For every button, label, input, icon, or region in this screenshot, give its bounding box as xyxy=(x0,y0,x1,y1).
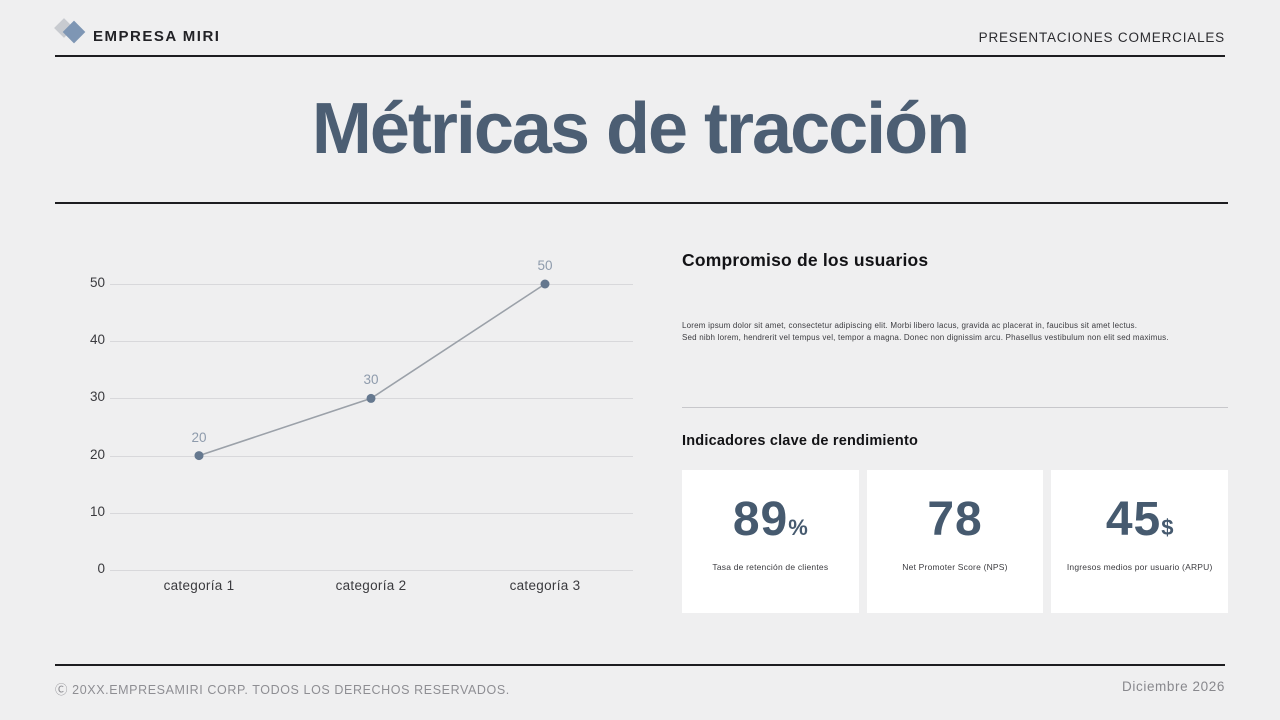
traction-line-chart: 0 10 20 30 40 50 20 30 50 categoría 1 categoría 2 c… xyxy=(85,250,645,605)
chart-gridline xyxy=(110,284,633,285)
kpi-number: 89 xyxy=(732,493,789,546)
line-path xyxy=(198,283,546,457)
y-axis-tick-label: 20 xyxy=(89,446,105,462)
company-logo-icon xyxy=(54,18,89,45)
panel-divider xyxy=(682,407,1228,408)
kpi-number: 78 xyxy=(927,493,983,546)
engagement-body: Lorem ipsum dolor sit amet, consectetur … xyxy=(682,320,1228,343)
kpi-cards: 89% Tasa de retención de clientes 78 Net… xyxy=(682,470,1229,613)
kpi-number: 45 xyxy=(1105,493,1162,546)
y-axis-tick-label: 40 xyxy=(89,332,105,348)
kpi-card-arpu: 45$ Ingresos medios por usuario (ARPU) xyxy=(1051,470,1229,613)
engagement-body-line2: Sed nibh lorem, hendrerit vel tempus vel… xyxy=(682,332,1169,342)
header: EMPRESA MIRI PRESENTACIONES COMERCIALES xyxy=(54,0,1225,57)
kpi-suffix: $ xyxy=(1161,515,1174,540)
kpi-label: Tasa de retención de clientes xyxy=(712,562,829,572)
kpi-heading: Indicadores clave de rendimiento xyxy=(682,433,919,449)
chart-gridline xyxy=(110,570,633,571)
right-panel: Compromiso de los usuarios Lorem ipsum d… xyxy=(682,240,1229,620)
copyright-text: Ⓒ 20XX.EMPRESAMIRI CORP. TODOS LOS DEREC… xyxy=(55,683,510,697)
data-point-label: 50 xyxy=(537,258,553,273)
brand-name: EMPRESA MIRI xyxy=(93,28,221,45)
y-axis-tick-label: 30 xyxy=(89,389,105,405)
chart-gridline xyxy=(110,512,633,514)
y-axis-tick-label: 50 xyxy=(89,275,105,290)
kpi-value: 89% xyxy=(682,496,859,544)
chart-gridline xyxy=(110,455,633,457)
kpi-card-retention: 89% Tasa de retención de clientes xyxy=(682,470,859,613)
data-point xyxy=(366,393,376,403)
data-point-label: 30 xyxy=(363,372,379,388)
y-axis-tick-label: 0 xyxy=(97,561,105,576)
data-point-label: 20 xyxy=(191,429,207,445)
title-divider xyxy=(55,202,1228,204)
kpi-label: Net Promoter Score (NPS) xyxy=(902,562,1008,572)
engagement-heading: Compromiso de los usuarios xyxy=(682,250,929,270)
line-series xyxy=(194,279,550,461)
page-title: Métricas de tracción xyxy=(311,89,970,169)
chart-gridline xyxy=(110,341,633,343)
y-axis-tick-label: 10 xyxy=(89,503,105,519)
data-point xyxy=(540,279,550,289)
header-tagline: PRESENTACIONES COMERCIALES xyxy=(978,30,1225,45)
data-point xyxy=(194,451,204,461)
footer: Ⓒ 20XX.EMPRESAMIRI CORP. TODOS LOS DEREC… xyxy=(55,664,1225,720)
kpi-suffix: % xyxy=(788,515,808,540)
kpi-value: 45$ xyxy=(1051,496,1228,544)
kpi-label: Ingresos medios por usuario (ARPU) xyxy=(1066,562,1213,572)
x-axis-category-label: categoría 1 xyxy=(163,578,235,593)
engagement-body-line1: Lorem ipsum dolor sit amet, consectetur … xyxy=(682,321,1138,330)
kpi-card-nps: 78 Net Promoter Score (NPS) xyxy=(866,470,1044,613)
x-axis-category-label: categoría 3 xyxy=(509,578,581,593)
x-axis-category-label: categoría 2 xyxy=(335,578,407,593)
kpi-value: 78 xyxy=(867,496,1044,544)
footer-date: Diciembre 2026 xyxy=(1122,679,1225,694)
